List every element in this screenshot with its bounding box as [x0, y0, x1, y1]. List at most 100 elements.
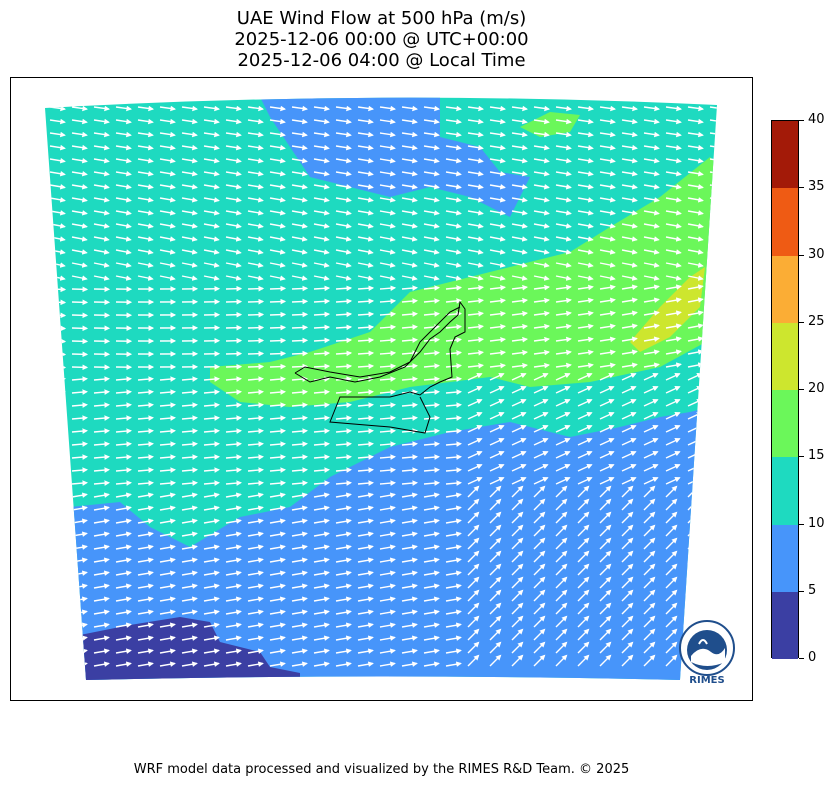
wind-arrow [665, 511, 678, 524]
wind-arrow [335, 249, 352, 255]
wind-arrow [621, 477, 637, 485]
wind-arrow [225, 210, 242, 216]
wind-arrow [269, 492, 286, 498]
wind-arrow [335, 531, 352, 537]
wind-arrow [49, 583, 66, 589]
wind-arrow [357, 402, 375, 408]
wind-arrow [687, 373, 703, 381]
wind-arrow [643, 249, 660, 255]
wind-arrow [709, 119, 717, 123]
wind-arrow [313, 518, 330, 524]
wind-arrow [423, 480, 441, 486]
wind-arrow [489, 131, 506, 138]
wind-arrow [203, 157, 220, 164]
wind-arrow [181, 441, 199, 447]
wind-arrow [335, 105, 353, 112]
wind-arrow [621, 144, 638, 151]
wind-arrow [291, 441, 309, 447]
wind-arrow [159, 389, 177, 395]
wind-arrow [621, 498, 634, 511]
wind-arrow [467, 183, 484, 190]
wind-arrow [247, 467, 265, 473]
wind-arrow [489, 425, 505, 433]
wind-arrow [643, 511, 656, 524]
title-line-2: 2025-12-06 00:00 @ UTC+00:00 [234, 29, 529, 50]
wind-arrow [137, 467, 155, 473]
wind-arrow [247, 324, 265, 331]
wind-arrow [621, 511, 634, 524]
wind-arrow [203, 402, 221, 408]
wind-arrow [159, 183, 176, 190]
wind-arrow [137, 531, 154, 537]
rimes-logo: RIMES [677, 618, 737, 688]
colorbar-tick [799, 658, 804, 659]
wind-arrow [555, 144, 572, 151]
wind-arrow [445, 467, 463, 473]
wind-arrow [445, 210, 462, 216]
wind-arrow [445, 402, 463, 408]
wind-arrow [599, 524, 612, 537]
wind-arrow [577, 157, 594, 164]
wind-arrow [357, 531, 374, 537]
wind-arrow [357, 544, 374, 550]
wind-arrow [269, 518, 286, 524]
wind-arrow [489, 349, 507, 356]
wind-arrow [313, 531, 330, 537]
rimes-logo-text: RIMES [689, 675, 725, 686]
wind-arrow [511, 223, 528, 229]
wind-arrow [533, 477, 549, 485]
wind-arrow [335, 570, 352, 576]
wind-arrow [577, 297, 594, 304]
wind-arrow [599, 144, 616, 151]
wind-arrow [291, 105, 309, 112]
wind-arrow [423, 262, 440, 268]
wind-arrow [511, 464, 527, 472]
wind-arrow [489, 183, 506, 190]
wind-arrow [423, 441, 441, 447]
wind-arrow [225, 249, 242, 255]
wind-arrow [577, 118, 594, 125]
wind-arrow [269, 311, 287, 318]
wind-arrow [137, 210, 154, 216]
wind-arrow [93, 210, 110, 216]
wind-arrow [401, 183, 418, 190]
wind-arrow [313, 454, 331, 460]
wind-arrow [467, 170, 484, 177]
wind-arrow [621, 131, 638, 138]
wind-arrow [181, 236, 198, 242]
colorbar-tick-label: 20 [808, 381, 825, 396]
wind-arrow [181, 262, 198, 268]
wind-arrow [467, 524, 480, 537]
wind-arrow [313, 570, 330, 576]
wind-arrow [115, 236, 132, 242]
wind-arrow [577, 498, 590, 511]
wind-arrow [621, 362, 638, 369]
wind-arrow [379, 441, 397, 447]
wind-arrow [643, 131, 660, 138]
wind-arrow [115, 505, 132, 511]
wind-arrow [269, 131, 286, 138]
wind-arrow [467, 210, 484, 216]
wind-arrow [137, 492, 154, 498]
wind-arrow [423, 557, 440, 563]
wind-arrow [709, 145, 717, 149]
wind-arrow [555, 336, 572, 343]
wind-arrow [533, 524, 546, 537]
wind-arrow [291, 337, 309, 344]
wind-arrow [313, 467, 331, 473]
wind-arrow [445, 389, 463, 395]
wind-arrow [643, 485, 656, 498]
wind-arrow [555, 524, 568, 537]
wind-arrow [577, 144, 594, 151]
wind-arrow [599, 477, 615, 485]
wind-arrow [137, 454, 155, 460]
wind-arrow [379, 118, 396, 125]
wind-arrow [423, 570, 440, 576]
wind-arrow [357, 285, 375, 292]
wind-arrow [555, 386, 571, 394]
wind-arrow [643, 349, 660, 355]
wind-arrow [115, 402, 133, 408]
wind-arrow [577, 362, 594, 369]
wind-arrow [577, 236, 594, 242]
wind-arrow [181, 249, 198, 255]
